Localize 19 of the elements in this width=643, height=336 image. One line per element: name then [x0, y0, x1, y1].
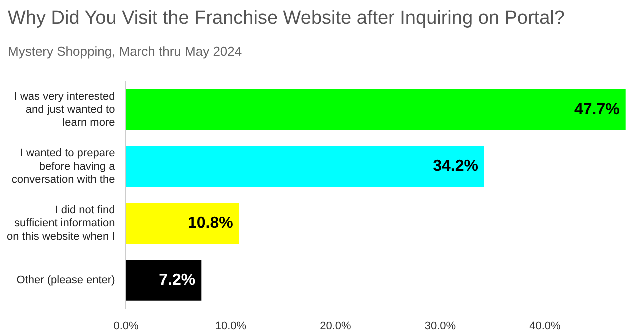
- bar: [126, 203, 240, 244]
- bar: [126, 90, 626, 130]
- y-tick-label: Other (please enter): [16, 274, 116, 286]
- chart-subtitle: Mystery Shopping, March thru May 2024: [8, 44, 242, 59]
- x-tick-label: 10.0%: [215, 320, 247, 332]
- y-tick-label: I was very interested and just wanted to learn more: [14, 90, 116, 130]
- y-tick-label: I wanted to prepare before having a conversation with the: [12, 148, 116, 186]
- x-tick-label: 30.0%: [424, 320, 456, 332]
- x-tick-label: 40.0%: [530, 320, 562, 332]
- x-tick-label: 20.0%: [320, 320, 352, 332]
- x-tick-label: 0.0%: [114, 320, 139, 332]
- data-label: 34.2%: [433, 158, 478, 176]
- data-label: 47.7%: [574, 101, 620, 118]
- chart-title: Why Did You Visit the Franchise Website after Inquiring on Portal?: [8, 8, 565, 30]
- data-label: 7.2%: [159, 272, 196, 289]
- bar: [126, 146, 484, 188]
- y-tick-label: I did not find sufficient information on this website when I: [6, 204, 116, 243]
- data-label: 10.8%: [188, 215, 234, 232]
- bar: [126, 260, 202, 301]
